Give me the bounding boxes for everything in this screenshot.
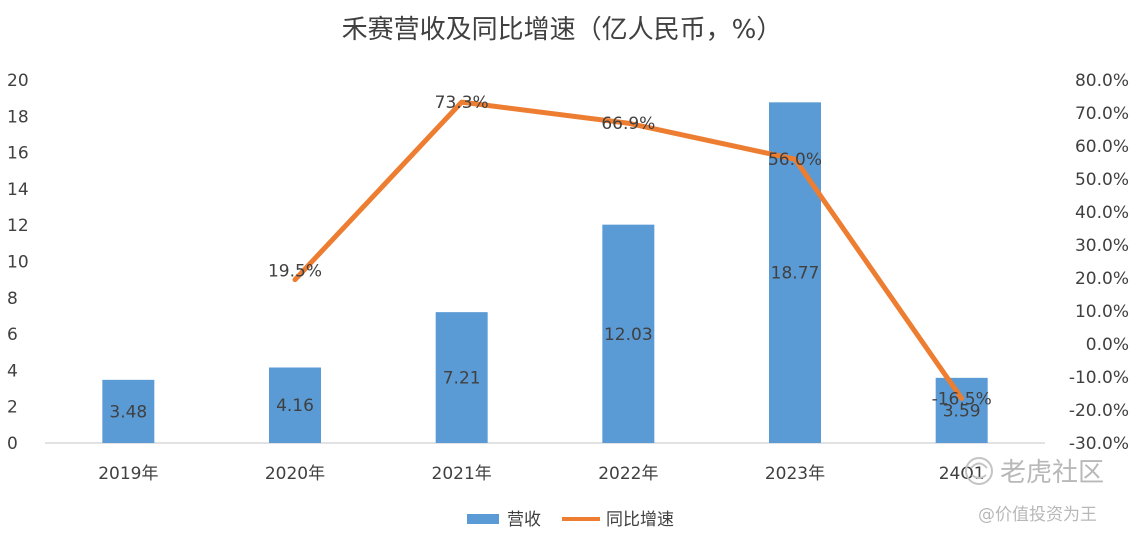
legend-label-bar: 营收 (507, 510, 541, 530)
y-right-tick-label: 20.0% (1075, 269, 1129, 289)
y-right-tick-label: 0.0% (1086, 335, 1129, 355)
chart-title: 禾赛营收及同比增速（亿人民币，%） (342, 15, 783, 45)
data-labels: 3.48 4.16 7.21 12.03 18.77 3.59 19.5% 73.3% 66.9… (109, 93, 991, 422)
legend-label-line: 同比增速 (606, 510, 674, 530)
y-left-tick-label: 18 (7, 107, 29, 127)
bar-value-label: 18.77 (771, 264, 820, 284)
y-left-tick-label: 0 (7, 434, 18, 454)
bar-value-label: 3.48 (109, 402, 147, 422)
y-right-tick-label: -10.0% (1069, 368, 1129, 388)
y-left-tick-label: 12 (7, 216, 29, 236)
x-tick-label: 2021年 (432, 464, 492, 484)
x-tick-label: 2019年 (98, 464, 158, 484)
bar (935, 377, 988, 443)
x-tick-label: 2020年 (265, 464, 325, 484)
x-tick-label: 2023年 (765, 464, 825, 484)
axes: 0 2 4 6 8 10 12 14 16 18 20 -30.0% -20.0% -10.0% 0.0% 1… (7, 71, 1129, 484)
y-right-tick-label: 60.0% (1075, 137, 1129, 157)
y-left-tick-label: 20 (7, 71, 29, 91)
bar-value-label: 7.21 (443, 369, 481, 389)
y-right-tick-label: 40.0% (1075, 203, 1129, 223)
line-value-label: 66.9% (601, 114, 655, 134)
line-value-label: 56.0% (768, 150, 822, 170)
y-left-tick-label: 16 (7, 144, 29, 164)
bar-value-label: 12.03 (604, 325, 653, 345)
bar (435, 312, 488, 443)
y-left-tick-label: 2 (7, 398, 18, 418)
line-value-label: 19.5% (268, 262, 322, 282)
x-tick-label: 2022年 (598, 464, 658, 484)
line-value-label: -16.5% (932, 389, 992, 409)
line-value-label: 73.3% (435, 93, 489, 113)
y-right-tick-label: 50.0% (1075, 170, 1129, 190)
y-left-tick-label: 6 (7, 325, 18, 345)
watermark-brand: 老虎社区 (1000, 458, 1104, 488)
legend: 营收 同比增速 (467, 510, 674, 530)
watermark-handle: @价值投资为王 (978, 505, 1097, 525)
bar (102, 379, 155, 443)
bar (269, 367, 321, 443)
y-left-tick-label: 8 (7, 289, 18, 309)
y-left-tick-label: 10 (7, 253, 29, 273)
y-right-tick-label: -30.0% (1069, 434, 1129, 454)
y-left-tick-label: 4 (7, 361, 18, 381)
y-left-tick-label: 14 (7, 180, 29, 200)
line-series (292, 99, 965, 401)
legend-swatch-bar (467, 514, 499, 524)
bar (602, 224, 655, 443)
bar-value-label: 3.59 (943, 401, 981, 421)
bar-value-label: 4.16 (276, 396, 314, 416)
growth-line (292, 99, 965, 401)
x-tick-label: 24Q1 (939, 464, 985, 484)
y-right-tick-label: 10.0% (1075, 302, 1129, 322)
y-right-tick-label: -20.0% (1069, 401, 1129, 421)
y-right-tick-label: 70.0% (1075, 104, 1129, 124)
watermark: 老虎社区 @价值投资为王 (965, 457, 1104, 525)
y-right-tick-label: 30.0% (1075, 236, 1129, 256)
y-right-tick-label: 80.0% (1075, 71, 1129, 91)
tiger-logo-icon (965, 457, 993, 485)
bar-series (102, 102, 988, 444)
